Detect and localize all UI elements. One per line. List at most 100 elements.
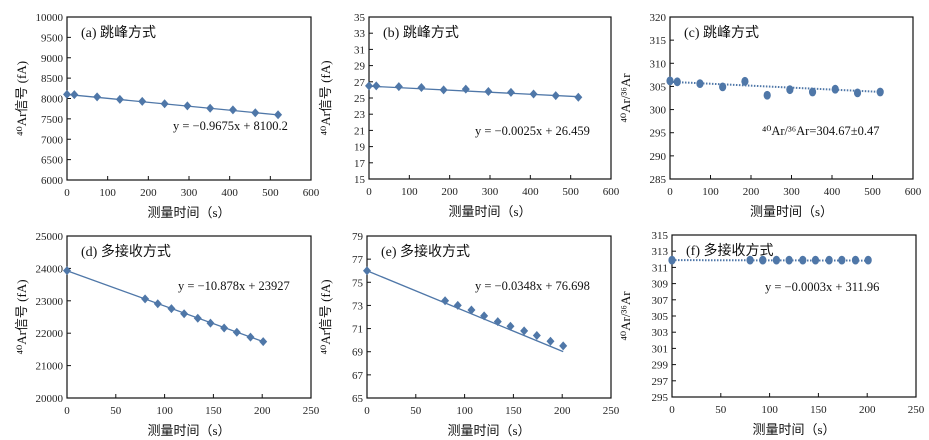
trendline: [368, 85, 579, 98]
equation-annotation: y = −0.0025x + 26.459: [475, 124, 590, 138]
y-tick-label: 33: [354, 28, 366, 40]
data-point: [532, 331, 541, 341]
x-tick-label: 500: [262, 187, 279, 199]
y-axis-title: ⁴⁰Ar信号 (fA): [318, 279, 333, 354]
data-point: [838, 255, 846, 265]
data-point: [520, 326, 529, 336]
y-tick-label: 9000: [41, 53, 64, 65]
y-tick-label: 17: [354, 158, 366, 170]
x-tick-label: 300: [783, 186, 800, 198]
x-tick-label: 0: [667, 186, 673, 198]
y-axis-title: ⁴⁰Ar/³⁶Ar: [618, 291, 633, 341]
plot-frame: [366, 235, 612, 399]
x-tick-label: 150: [205, 405, 222, 417]
y-tick-label: 6000: [41, 175, 64, 187]
y-tick-label: 65: [352, 393, 364, 405]
x-tick-label: 400: [522, 186, 539, 198]
data-point: [763, 90, 771, 100]
trendline: [66, 270, 264, 343]
y-tick-label: 29: [354, 61, 366, 73]
data-point: [811, 255, 820, 265]
data-point: [825, 255, 833, 265]
data-point: [180, 309, 189, 319]
data-point: [559, 341, 568, 351]
x-tick-label: 200: [441, 186, 458, 198]
data-point: [115, 94, 124, 104]
data-point: [70, 90, 79, 100]
y-tick-label: 295: [650, 128, 667, 140]
chart-panel-d: 0 50 100 150 200 250 20000 21000 22000 23000 24000…: [14, 231, 320, 438]
chart-panel-a: 0 100 200 300 400 500 600 6000 6500 7000 7500 8000 8…: [14, 12, 320, 220]
data-point: [167, 304, 176, 314]
y-tick-label: 307: [652, 295, 669, 307]
y-tick-label: 22000: [36, 328, 64, 340]
data-point: [365, 81, 373, 91]
data-point: [480, 311, 489, 321]
y-tick-label: 305: [650, 81, 667, 93]
x-tick-label: 300: [181, 187, 198, 199]
data-point: [506, 321, 515, 331]
x-axis-title: 测量时间（s）: [447, 423, 530, 438]
x-tick-label: 600: [603, 186, 620, 198]
data-point: [853, 88, 862, 98]
y-tick-label: 69: [352, 347, 364, 359]
x-tick-label: 400: [221, 187, 238, 199]
data-point: [546, 336, 555, 346]
y-tick-label: 20000: [36, 393, 64, 405]
y-tick-label: 299: [652, 360, 669, 372]
x-tick-label: 0: [364, 405, 370, 417]
data-point: [741, 76, 749, 86]
y-tick-label: 23: [354, 109, 366, 121]
x-tick-label: 100: [401, 186, 418, 198]
y-tick-label: 309: [652, 279, 669, 291]
panel-label: (d) 多接收方式: [81, 243, 171, 260]
data-point: [63, 266, 71, 276]
x-tick-label: 100: [761, 404, 778, 416]
y-tick-label: 31: [354, 44, 365, 56]
y-tick-label: 310: [650, 58, 667, 70]
data-point: [786, 85, 794, 95]
chart-panel-c: 0 100 200 300 400 500 600 285 290 295 300 305 310 315…: [618, 12, 922, 219]
trendline: [366, 270, 564, 353]
x-tick-label: 100: [456, 405, 473, 417]
x-tick-label: 250: [603, 405, 620, 417]
data-point: [160, 99, 169, 109]
y-axis-title: ⁴⁰Ar/³⁶Ar: [618, 73, 633, 123]
x-tick-label: 200: [254, 405, 271, 417]
x-tick-label: 150: [810, 404, 827, 416]
x-tick-label: 200: [743, 186, 760, 198]
y-tick-label: 8500: [41, 73, 64, 85]
data-point: [193, 313, 202, 323]
data-point: [441, 296, 450, 306]
data-point: [551, 91, 560, 101]
panel-label: (b) 跳峰方式: [383, 25, 459, 41]
x-tick-label: 50: [715, 404, 727, 416]
y-tick-label: 313: [652, 246, 669, 258]
plot-frame: [66, 235, 312, 399]
data-point: [719, 82, 727, 92]
y-tick-label: 297: [652, 376, 669, 388]
data-point: [876, 87, 884, 97]
x-tick-label: 100: [156, 405, 173, 417]
x-tick-label: 150: [505, 405, 522, 417]
y-tick-label: 285: [650, 174, 667, 186]
x-tick-label: 0: [669, 404, 675, 416]
panel-label: (e) 多接收方式: [381, 243, 470, 260]
data-point: [831, 84, 839, 94]
chart-panel-f: 0 50 100 150 200 250 295 297 299 301 303 305 307 309 3…: [618, 230, 925, 437]
data-point: [394, 82, 403, 92]
x-tick-label: 400: [824, 186, 841, 198]
y-tick-label: 7000: [41, 134, 64, 146]
x-tick-label: 600: [303, 187, 320, 199]
data-point: [220, 323, 229, 333]
y-tick-label: 27: [354, 77, 366, 89]
x-axis-title: 测量时间（s）: [750, 204, 833, 219]
plot-frame: [671, 234, 917, 398]
y-tick-label: 25000: [36, 231, 64, 243]
data-point: [153, 299, 162, 309]
y-tick-label: 79: [352, 231, 364, 243]
x-axis-title: 测量时间（s）: [147, 423, 230, 438]
data-point: [529, 89, 538, 99]
data-point: [668, 255, 676, 265]
equation-annotation: y = −10.878x + 23927: [178, 279, 290, 293]
